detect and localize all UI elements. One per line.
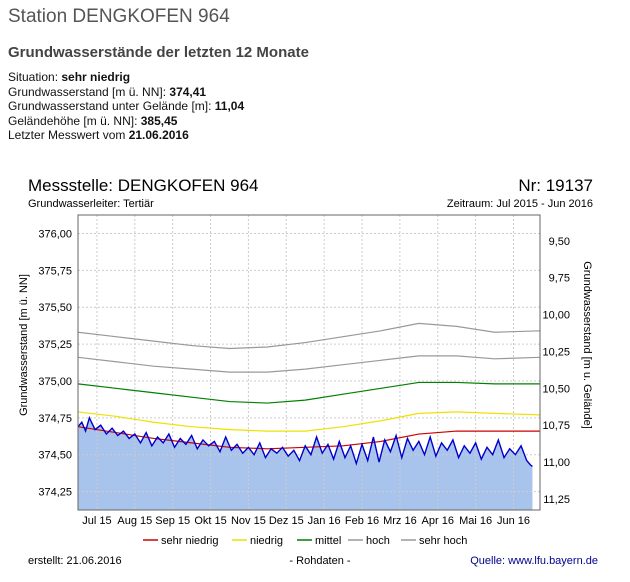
plot-frame <box>77 214 541 511</box>
series-line <box>77 355 541 373</box>
x-tick-label: Dez 15 <box>269 515 304 527</box>
chart-period: Zeitraum: Jul 2015 - Jun 2016 <box>447 198 593 210</box>
y2-tick-label: 10,00 <box>542 310 570 322</box>
footer-rawdata: - Rohdaten - <box>289 555 350 567</box>
legend-label: sehr hoch <box>419 535 467 547</box>
measurement-line <box>77 415 533 468</box>
x-tick-label: Mrz 16 <box>383 515 417 527</box>
series-line <box>77 322 541 350</box>
y2-tick-label: 10,75 <box>542 420 570 432</box>
x-tick-label: Jan 16 <box>308 515 341 527</box>
series-line <box>77 381 540 404</box>
info-last-measurement: Letzter Messwert vom 21.06.2016 <box>8 128 189 142</box>
y-tick-label: 376,00 <box>38 228 72 240</box>
legend-label: niedrig <box>250 535 283 547</box>
legend-label: sehr niedrig <box>161 535 218 547</box>
y2-tick-label: 10,25 <box>542 346 570 358</box>
x-tick-label: Okt 15 <box>194 515 226 527</box>
y-tick-label: 375,75 <box>38 265 72 277</box>
y-tick-label: 375,25 <box>38 339 72 351</box>
y2-tick-label: 11,25 <box>543 494 570 506</box>
x-tick-label: Apr 16 <box>422 515 454 527</box>
x-tick-label: Jun 16 <box>497 515 530 527</box>
x-tick-label: Feb 16 <box>345 515 379 527</box>
y-tick-label: 374,25 <box>38 487 72 499</box>
legend-label: mittel <box>315 535 341 547</box>
chart-title: Messstelle: DENGKOFEN 964 <box>28 176 259 195</box>
x-tick-label: Nov 15 <box>231 515 266 527</box>
x-tick-label: Jul 15 <box>82 515 111 527</box>
y2-tick-label: 10,50 <box>542 383 570 395</box>
y2-tick-label: 9,75 <box>549 273 570 285</box>
x-tick-label: Sep 15 <box>155 515 190 527</box>
page-subtitle: Grundwasserstände der letzten 12 Monate <box>8 44 309 61</box>
info-block: Situation: sehr niedrig Grundwasserstand… <box>8 70 244 143</box>
y2-axis-label: Grundwasserstand [m u. Gelände] <box>581 261 593 429</box>
chart-number: Nr: 19137 <box>518 176 593 195</box>
x-tick-label: Aug 15 <box>117 515 152 527</box>
info-situation: Situation: sehr niedrig <box>8 70 131 84</box>
y-tick-label: 374,75 <box>38 413 72 425</box>
y-tick-label: 375,50 <box>38 302 72 314</box>
station-title: Station DENGKOFEN 964 <box>8 6 230 27</box>
footer-created: erstellt: 21.06.2016 <box>28 555 122 567</box>
footer-source: Quelle: www.lfu.bayern.de <box>470 555 598 567</box>
info-depth-below-ground: Grundwasserstand unter Gelände [m]: 11,0… <box>8 99 245 113</box>
y-tick-label: 374,50 <box>38 450 72 462</box>
chart-aquifer: Grundwasserleiter: Tertiär <box>28 198 154 210</box>
legend-label: hoch <box>366 535 390 547</box>
plot-area: 376,00 375,75 375,50 375,25 375,00 374,75 374,… <box>38 214 570 527</box>
info-ground-height: Geländehöhe [m ü. NN]: 385,45 <box>8 113 178 128</box>
y2-tick-label: 9,50 <box>549 236 570 248</box>
measurement-area <box>78 417 533 510</box>
groundwater-chart: Messstelle: DENGKOFEN 964 Nr: 19137 Grun… <box>18 176 598 567</box>
series-line <box>77 411 541 432</box>
legend: sehr niedrig niedrig mittel hoch sehr hoch <box>143 535 467 547</box>
y-tick-label: 375,00 <box>38 376 72 388</box>
x-tick-label: Mai 16 <box>459 515 492 527</box>
y-axis-label: Grundwasserstand [m ü. NN] <box>18 274 30 416</box>
y2-tick-label: 11,00 <box>543 457 570 469</box>
info-groundwater-level: Grundwasserstand [m ü. NN]: 374,41 <box>8 84 207 99</box>
